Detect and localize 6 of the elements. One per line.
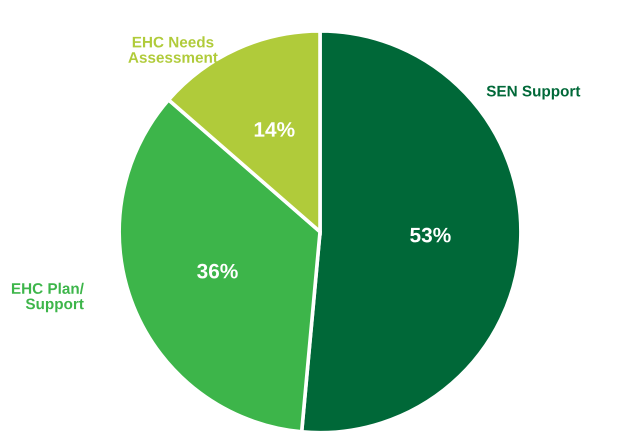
data-label: 53% [410, 228, 451, 242]
slice-label: EHC Needs Assessment [128, 36, 218, 63]
data-label: 36% [197, 264, 238, 279]
data-label: 14% [254, 122, 295, 137]
slice-label: SEN Support [486, 86, 580, 100]
slice-label: EHC Plan/ Support [12, 282, 84, 312]
